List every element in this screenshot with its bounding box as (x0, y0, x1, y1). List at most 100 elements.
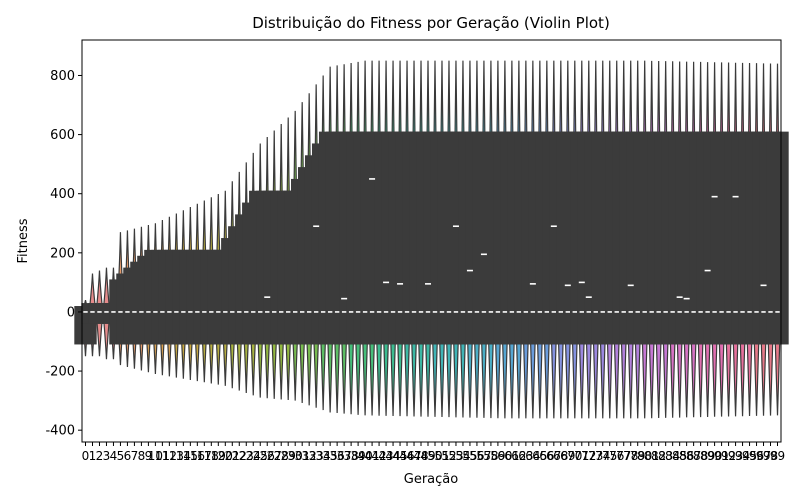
x-tick-label-40: 40 (357, 449, 372, 463)
x-axis-label: Geração (404, 472, 458, 487)
x-tick-label-50: 50 (427, 449, 442, 463)
x-tick-label-57: 57 (476, 449, 491, 463)
x-tick-label-22: 22 (232, 449, 247, 463)
x-tick-label-20: 20 (218, 449, 233, 463)
x-tick-label-37: 37 (336, 449, 351, 463)
y-tick-label-600: 600 (50, 128, 75, 143)
x-tick-label-38: 38 (343, 449, 358, 463)
x-tick-label-75: 75 (602, 449, 617, 463)
x-tick-label-28: 28 (274, 449, 289, 463)
y-axis: -400 -200 0 200 400 600 800 (45, 69, 82, 439)
x-tick-label-18: 18 (204, 449, 219, 463)
x-tick-label-58: 58 (483, 449, 498, 463)
mean-markers-layer (264, 178, 767, 300)
x-tick-label-26: 26 (260, 449, 275, 463)
x-tick-label-42: 42 (371, 449, 386, 463)
x-tick-label-16: 16 (190, 449, 205, 463)
x-tick-label-24: 24 (246, 449, 261, 463)
x-tick-label-79: 79 (630, 449, 645, 463)
x-tick-label-97: 97 (756, 449, 771, 463)
y-tick-label-0: 0 (67, 305, 75, 320)
x-tick-label-1: 1 (89, 449, 97, 463)
x-tick-label-86: 86 (679, 449, 694, 463)
plot-frame (81, 39, 782, 443)
y-tick-label-800: 800 (50, 69, 75, 84)
x-tick-label-87: 87 (686, 449, 701, 463)
x-tick-label-74: 74 (595, 449, 610, 463)
x-tick-label-81: 81 (644, 449, 659, 463)
x-tick-label-85: 85 (672, 449, 687, 463)
x-tick-label-9: 9 (145, 449, 153, 463)
x-tick-label-17: 17 (197, 449, 212, 463)
x-tick-label-47: 47 (406, 449, 421, 463)
x-tick-label-89: 89 (700, 449, 715, 463)
x-tick-label-4: 4 (110, 449, 118, 463)
x-tick-label-39: 39 (350, 449, 365, 463)
x-tick-label-96: 96 (749, 449, 764, 463)
x-tick-label-19: 19 (211, 449, 226, 463)
x-tick-label-8: 8 (138, 449, 146, 463)
x-tick-label-95: 95 (742, 449, 757, 463)
x-tick-label-80: 80 (637, 449, 652, 463)
x-tick-label-31: 31 (295, 449, 310, 463)
x-tick-label-6: 6 (124, 449, 132, 463)
x-tick-label-53: 53 (448, 449, 463, 463)
x-tick-label-55: 55 (462, 449, 477, 463)
x-tick-label-64: 64 (525, 449, 540, 463)
x-tick-label-68: 68 (553, 449, 568, 463)
x-tick-label-52: 52 (441, 449, 456, 463)
x-tick-label-54: 54 (455, 449, 470, 463)
x-tick-label-27: 27 (267, 449, 282, 463)
x-tick-label-56: 56 (469, 449, 484, 463)
x-tick-label-5: 5 (117, 449, 125, 463)
x-tick-label-61: 61 (504, 449, 519, 463)
x-tick-label-93: 93 (728, 449, 743, 463)
x-tick-label-84: 84 (665, 449, 680, 463)
x-tick-label-12: 12 (162, 449, 177, 463)
y-tick-label--200: -200 (45, 365, 75, 380)
y-axis-label: Fitness (16, 218, 31, 263)
x-tick-label-21: 21 (225, 449, 240, 463)
x-tick-label-32: 32 (302, 449, 317, 463)
x-axis: 0 1 2 3 4 5 6 7 8 9101112131415161718192021222324… (82, 442, 785, 463)
x-tick-label-99: 99 (770, 449, 785, 463)
x-tick-label-63: 63 (518, 449, 533, 463)
x-tick-label-44: 44 (385, 449, 400, 463)
box-gen-99 (766, 131, 789, 345)
x-tick-label-29: 29 (281, 449, 296, 463)
x-tick-label-13: 13 (169, 449, 184, 463)
x-tick-label-90: 90 (707, 449, 722, 463)
x-tick-label-11: 11 (155, 449, 170, 463)
x-tick-label-2: 2 (96, 449, 104, 463)
x-tick-label-34: 34 (316, 449, 331, 463)
x-tick-label-33: 33 (309, 449, 324, 463)
x-tick-label-45: 45 (392, 449, 407, 463)
x-tick-label-46: 46 (399, 449, 414, 463)
x-tick-label-60: 60 (497, 449, 512, 463)
x-tick-label-23: 23 (239, 449, 254, 463)
x-tick-label-69: 69 (560, 449, 575, 463)
x-tick-label-48: 48 (413, 449, 428, 463)
x-tick-label-35: 35 (323, 449, 338, 463)
x-tick-label-36: 36 (329, 449, 344, 463)
x-tick-label-49: 49 (420, 449, 435, 463)
x-tick-label-30: 30 (288, 449, 303, 463)
x-tick-label-73: 73 (588, 449, 603, 463)
x-tick-label-98: 98 (763, 449, 778, 463)
chart-title: Distribuição do Fitness por Geração (Vio… (252, 14, 610, 32)
x-tick-label-65: 65 (532, 449, 547, 463)
x-tick-label-43: 43 (378, 449, 393, 463)
x-tick-label-0: 0 (82, 449, 90, 463)
x-tick-label-66: 66 (539, 449, 554, 463)
x-tick-label-14: 14 (176, 449, 191, 463)
x-tick-label-62: 62 (511, 449, 526, 463)
x-tick-label-15: 15 (183, 449, 198, 463)
x-tick-label-10: 10 (148, 449, 163, 463)
x-tick-label-25: 25 (253, 449, 268, 463)
y-tick-label--400: -400 (45, 424, 75, 439)
x-tick-label-94: 94 (735, 449, 750, 463)
x-tick-label-78: 78 (623, 449, 638, 463)
x-tick-label-67: 67 (546, 449, 561, 463)
x-tick-label-71: 71 (574, 449, 589, 463)
